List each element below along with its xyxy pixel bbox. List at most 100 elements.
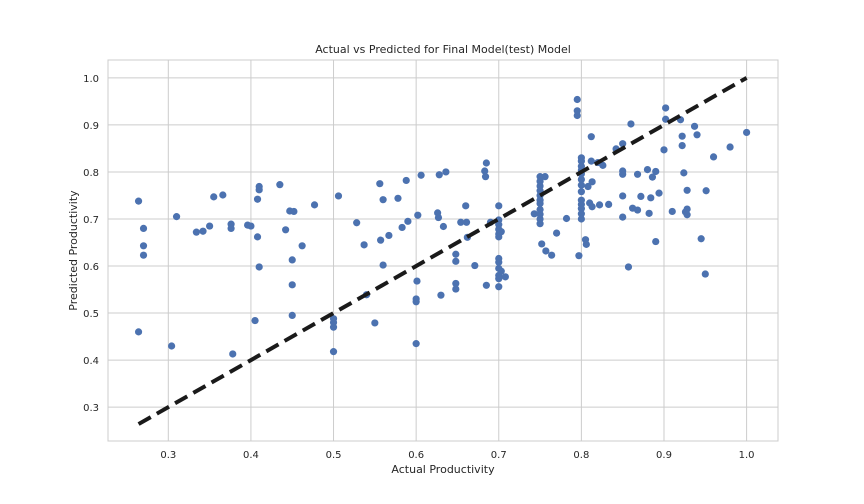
data-point <box>452 279 460 288</box>
data-point <box>497 267 505 275</box>
data-point <box>377 236 385 244</box>
data-point <box>353 219 361 227</box>
data-point <box>584 182 592 191</box>
data-point <box>139 224 148 232</box>
data-point <box>668 207 676 216</box>
data-point <box>662 104 670 112</box>
plot-area-frame <box>107 59 779 442</box>
data-point <box>255 263 263 271</box>
data-point <box>536 199 544 208</box>
y-tick-label: 0.9 <box>83 121 99 132</box>
data-point <box>394 194 402 202</box>
data-point <box>683 186 691 194</box>
data-point <box>633 206 642 214</box>
data-point <box>683 211 691 219</box>
data-point <box>412 298 420 306</box>
data-point <box>538 240 546 248</box>
y-axis-ticks: 0.3 0.4 0.5 0.6 0.7 0.8 0.9 1.0 <box>83 74 99 414</box>
y-axis-label: Predicted Productivity <box>67 190 80 311</box>
data-point <box>168 342 176 350</box>
x-tick-label: 0.3 <box>160 450 176 461</box>
data-point <box>577 210 585 218</box>
data-point <box>542 247 550 255</box>
data-point <box>462 218 471 226</box>
data-point <box>251 316 259 325</box>
data-point <box>379 196 387 204</box>
data-point <box>379 261 387 269</box>
data-point <box>648 173 657 181</box>
data-point <box>462 202 470 210</box>
data-point <box>652 237 660 246</box>
data-point <box>192 228 200 236</box>
data-point <box>255 186 263 194</box>
data-point <box>452 250 460 258</box>
data-point <box>588 203 596 211</box>
data-point <box>288 311 296 320</box>
data-point <box>139 251 148 259</box>
data-point <box>588 178 596 186</box>
data-point <box>210 193 218 201</box>
data-point <box>595 201 604 209</box>
data-point <box>481 173 490 181</box>
data-point <box>697 235 705 243</box>
data-point <box>452 257 460 265</box>
data-point <box>413 277 421 285</box>
data-point <box>206 222 214 230</box>
data-point <box>495 202 503 210</box>
y-tick-label: 0.7 <box>83 215 99 226</box>
data-point <box>573 95 581 104</box>
y-tick-label: 0.6 <box>83 262 99 273</box>
y-tick-label: 1.0 <box>83 74 99 85</box>
data-point <box>417 171 425 179</box>
data-point <box>619 170 627 178</box>
data-point <box>276 181 284 189</box>
data-point <box>652 167 660 176</box>
data-point <box>452 285 460 293</box>
data-point <box>172 213 181 221</box>
x-axis-ticks: 0.3 0.4 0.5 0.6 0.7 0.8 0.9 1.0 <box>160 450 754 461</box>
data-point <box>726 143 734 151</box>
x-axis-label: Actual Productivity <box>391 463 495 476</box>
x-tick-label: 0.6 <box>408 450 424 461</box>
data-point <box>541 173 549 181</box>
data-point <box>627 120 635 128</box>
data-point <box>530 210 538 218</box>
data-point <box>434 213 443 222</box>
data-point <box>334 192 343 200</box>
data-point <box>577 215 585 223</box>
data-point <box>404 217 412 225</box>
y-tick-label: 0.4 <box>83 356 99 367</box>
data-point <box>577 175 585 184</box>
data-point <box>229 350 237 358</box>
data-point <box>412 340 420 348</box>
data-point <box>471 261 479 270</box>
data-point <box>587 133 595 141</box>
data-point <box>310 201 319 209</box>
data-point <box>253 195 262 203</box>
data-point <box>619 192 627 200</box>
data-point <box>643 165 652 174</box>
data-point <box>501 273 509 281</box>
data-point <box>582 240 590 248</box>
data-point <box>481 167 489 175</box>
data-point <box>624 263 633 271</box>
data-point <box>680 169 688 177</box>
data-point <box>282 226 290 234</box>
reference-line <box>137 76 748 426</box>
data-point <box>619 140 627 148</box>
y-tick-label: 0.8 <box>83 168 99 179</box>
data-point <box>599 161 607 169</box>
data-point <box>693 131 701 139</box>
data-point <box>253 233 262 241</box>
data-point <box>573 111 581 120</box>
y-tick-label: 0.3 <box>83 403 99 414</box>
data-point <box>660 146 668 154</box>
data-point <box>702 187 710 195</box>
data-point <box>288 256 296 264</box>
data-point <box>482 281 490 289</box>
x-tick-label: 0.8 <box>573 450 589 461</box>
x-tick-label: 1.0 <box>739 450 755 461</box>
data-point <box>435 171 443 179</box>
